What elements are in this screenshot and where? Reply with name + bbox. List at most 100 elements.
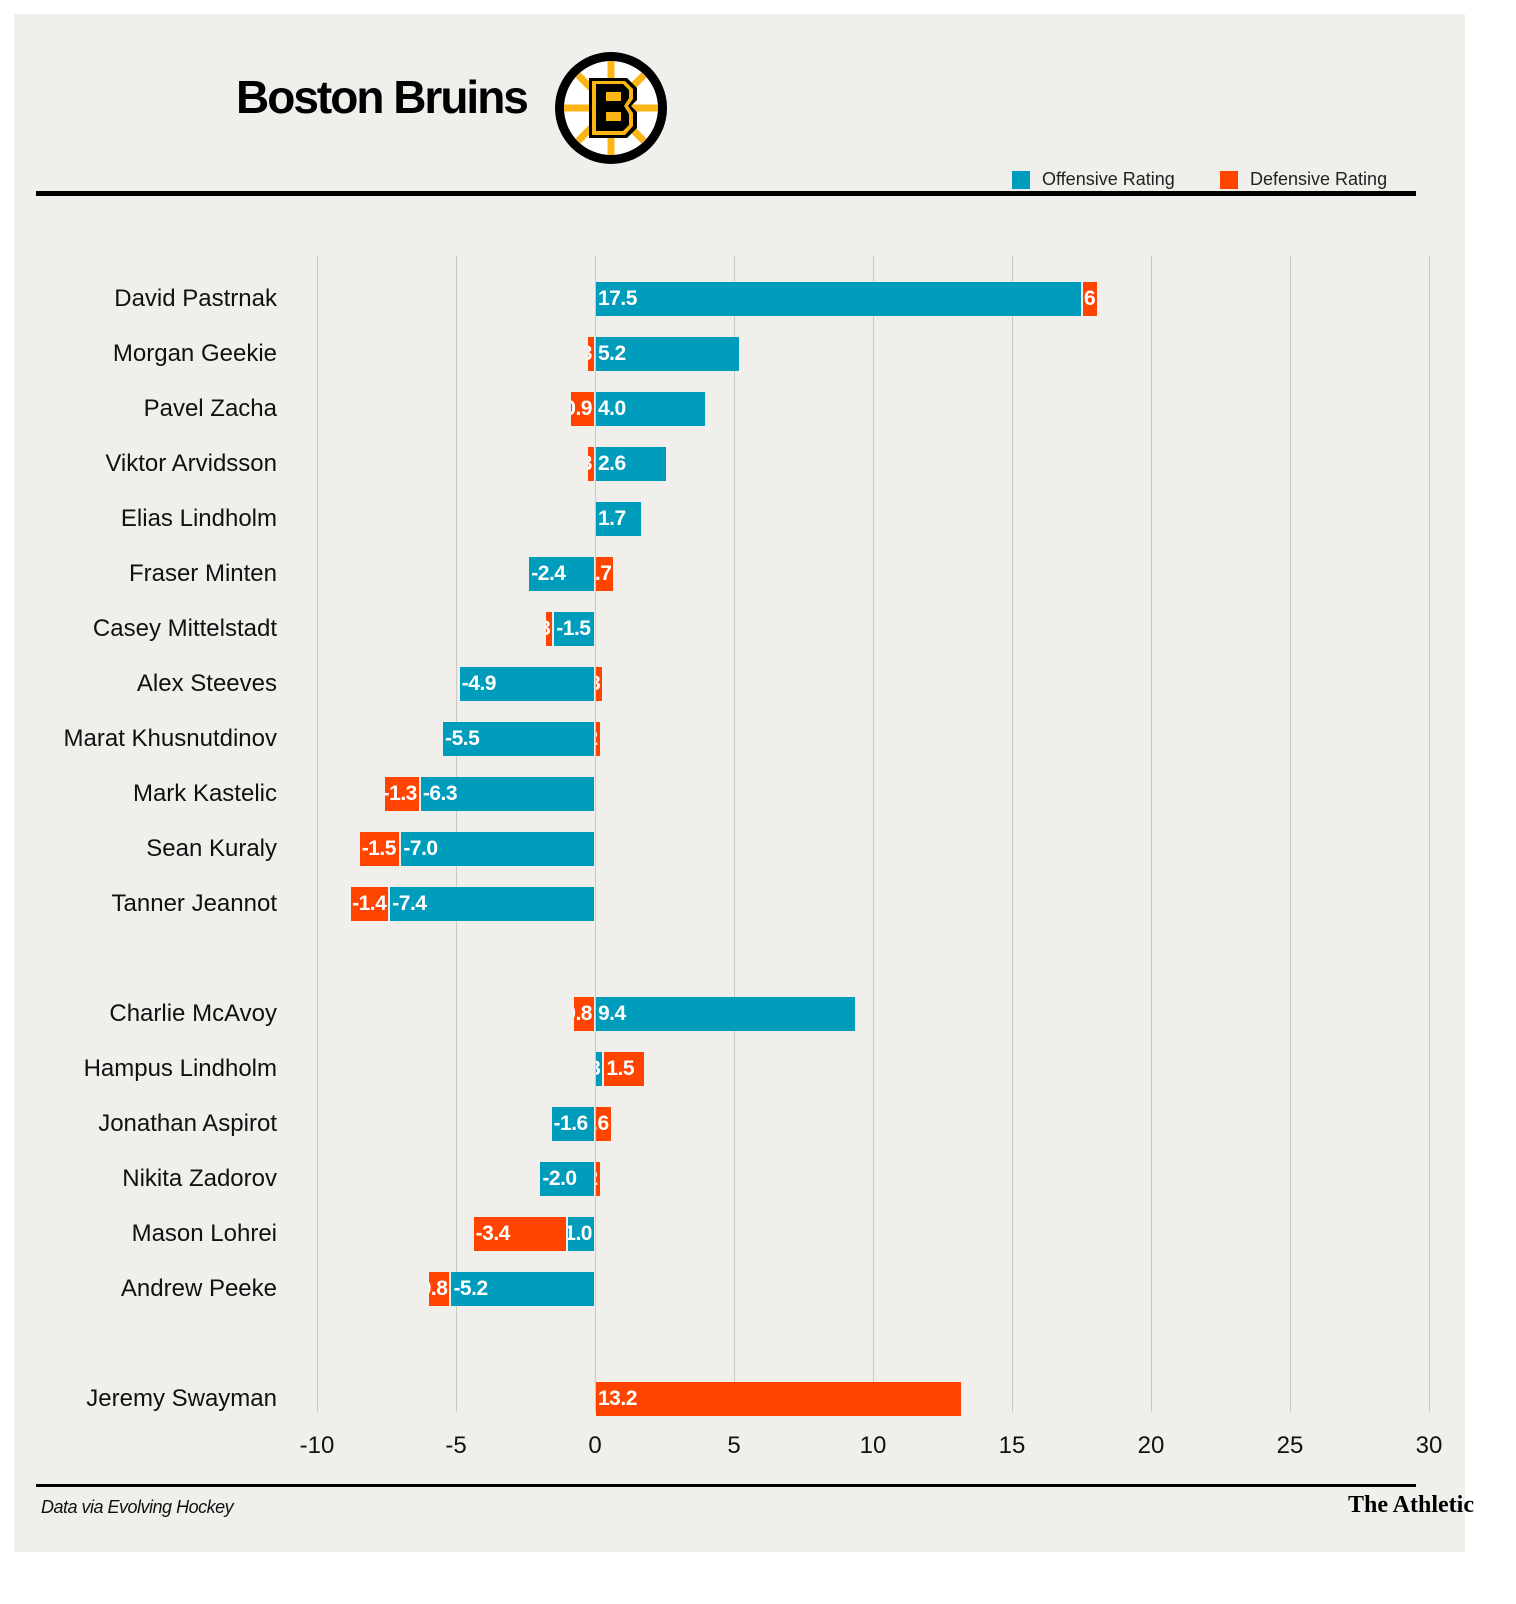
data-label: 0.3 bbox=[596, 672, 602, 696]
offensive-bar: 5.2 bbox=[596, 337, 739, 371]
chart-title: Boston Bruins bbox=[236, 71, 529, 123]
defensive-bar: -0.9 bbox=[570, 392, 594, 426]
bruins-logo-icon bbox=[555, 52, 667, 164]
defensive-bar: -1.4 bbox=[351, 887, 389, 921]
gridline bbox=[317, 256, 318, 1412]
offensive-bar: -2.0 bbox=[540, 1162, 594, 1196]
legend-swatch-offensive bbox=[1012, 170, 1030, 189]
data-label: -1.3 bbox=[384, 782, 418, 805]
defensive-bar: -1.3 bbox=[384, 777, 419, 811]
data-label: -0.8 bbox=[429, 1277, 448, 1300]
chart-panel bbox=[14, 14, 1465, 1552]
data-label: -2.0 bbox=[542, 1167, 577, 1190]
data-label: 4.0 bbox=[598, 397, 626, 420]
brand-logo: The Athletic bbox=[1348, 1492, 1474, 1518]
player-name: Nikita Zadorov bbox=[122, 1165, 277, 1192]
data-label: -3.4 bbox=[475, 1222, 511, 1245]
header-divider bbox=[36, 191, 1416, 196]
player-name: Hampus Lindholm bbox=[83, 1055, 277, 1082]
x-tick-label: 20 bbox=[1137, 1432, 1165, 1459]
player-name: Morgan Geekie bbox=[112, 340, 277, 367]
data-label: -0.9 bbox=[571, 397, 593, 420]
data-label: -1.0 bbox=[568, 1222, 592, 1245]
data-label: -0.3 bbox=[588, 342, 594, 366]
player-name: Mason Lohrei bbox=[131, 1220, 277, 1247]
offensive-bar: 1.7 bbox=[596, 502, 642, 536]
data-label: -2.4 bbox=[531, 562, 566, 585]
x-tick-label: -5 bbox=[445, 1432, 467, 1459]
source-note: Data via Evolving Hockey bbox=[41, 1497, 234, 1517]
gridline bbox=[595, 256, 596, 1412]
player-name: Fraser Minten bbox=[128, 560, 277, 587]
defensive-bar: -0.3 bbox=[587, 337, 594, 371]
data-label: 1.5 bbox=[606, 1057, 635, 1080]
player-name: Viktor Arvidsson bbox=[105, 450, 277, 477]
data-label: 0.2 bbox=[596, 727, 600, 751]
data-label: -7.4 bbox=[392, 892, 427, 915]
x-tick-label: 30 bbox=[1415, 1432, 1443, 1459]
data-label: -1.5 bbox=[556, 617, 591, 640]
data-label: 9.4 bbox=[598, 1002, 626, 1025]
player-name: Sean Kuraly bbox=[146, 835, 277, 862]
data-label: 0.6 bbox=[596, 1112, 609, 1135]
player-name: Tanner Jeannot bbox=[111, 890, 277, 917]
offensive-bar: -7.0 bbox=[401, 832, 594, 866]
gridline bbox=[1429, 256, 1430, 1412]
defensive-bar: -0.3 bbox=[545, 612, 553, 646]
defensive-bar: 1.5 bbox=[604, 1052, 645, 1086]
legend-offensive: Offensive Rating bbox=[1012, 169, 1175, 190]
offensive-bar: -7.4 bbox=[390, 887, 594, 921]
player-name: Jonathan Aspirot bbox=[98, 1110, 277, 1137]
data-label: 2.6 bbox=[598, 452, 626, 475]
data-label: 1.7 bbox=[598, 507, 626, 530]
offensive-bar: 9.4 bbox=[596, 997, 856, 1031]
offensive-bar: 4.0 bbox=[596, 392, 706, 426]
legend-defensive: Defensive Rating bbox=[1220, 169, 1387, 190]
data-label: -5.5 bbox=[445, 727, 480, 750]
data-label: 0.6 bbox=[1083, 287, 1096, 310]
data-label: 17.5 bbox=[598, 287, 637, 310]
defensive-bar: -0.8 bbox=[429, 1272, 450, 1306]
data-label: -6.3 bbox=[422, 782, 458, 805]
defensive-bar: 0.2 bbox=[596, 1162, 600, 1196]
data-label: -1.4 bbox=[352, 892, 387, 915]
gridline bbox=[1151, 256, 1152, 1412]
footer-divider bbox=[36, 1484, 1416, 1487]
x-tick-label: 25 bbox=[1276, 1432, 1304, 1459]
x-tick-label: 10 bbox=[859, 1432, 887, 1459]
data-label: -4.9 bbox=[461, 672, 497, 695]
offensive-bar: -1.6 bbox=[551, 1107, 594, 1141]
offensive-bar: -5.2 bbox=[451, 1272, 594, 1306]
defensive-bar: -0.8 bbox=[573, 997, 594, 1031]
defensive-bar: -0.3 bbox=[587, 447, 594, 481]
player-name: Charlie McAvoy bbox=[109, 1000, 277, 1027]
offensive-bar: -1.0 bbox=[568, 1217, 594, 1251]
player-name: Alex Steeves bbox=[136, 670, 277, 697]
offensive-bar: -2.4 bbox=[529, 557, 594, 591]
defensive-bar: 0.6 bbox=[1082, 282, 1098, 316]
data-label: -0.8 bbox=[574, 1002, 593, 1025]
defensive-bar: 0.2 bbox=[596, 722, 600, 756]
legend-swatch-defensive bbox=[1220, 170, 1238, 189]
gridline bbox=[734, 256, 735, 1412]
player-name: Casey Mittelstadt bbox=[92, 615, 277, 642]
data-label: -1.6 bbox=[553, 1112, 589, 1135]
defensive-bar: 0.7 bbox=[596, 557, 614, 591]
data-label: 0.2 bbox=[596, 1167, 600, 1191]
defensive-bar: 0.3 bbox=[596, 667, 603, 701]
offensive-bar: 0.3 bbox=[596, 1052, 603, 1086]
data-label: 13.2 bbox=[598, 1387, 637, 1410]
gridline bbox=[1012, 256, 1013, 1412]
defensive-bar: -1.5 bbox=[359, 832, 400, 866]
x-tick-label: -10 bbox=[299, 1432, 335, 1459]
player-name: Pavel Zacha bbox=[143, 395, 277, 422]
player-name: Jeremy Swayman bbox=[86, 1385, 277, 1412]
gridline bbox=[1290, 256, 1291, 1412]
defensive-bar: -3.4 bbox=[473, 1217, 567, 1251]
data-label: 5.2 bbox=[598, 342, 626, 365]
data-label: -7.0 bbox=[403, 837, 438, 860]
defensive-bar: 13.2 bbox=[596, 1382, 961, 1416]
offensive-bar: -5.5 bbox=[443, 722, 594, 756]
data-label: 0.3 bbox=[596, 1057, 602, 1081]
legend-label-defensive: Defensive Rating bbox=[1250, 169, 1388, 189]
